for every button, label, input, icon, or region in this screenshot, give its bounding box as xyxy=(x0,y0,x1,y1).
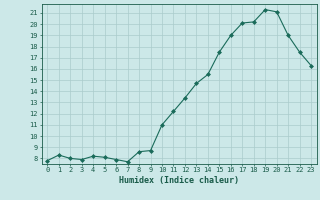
X-axis label: Humidex (Indice chaleur): Humidex (Indice chaleur) xyxy=(119,176,239,185)
